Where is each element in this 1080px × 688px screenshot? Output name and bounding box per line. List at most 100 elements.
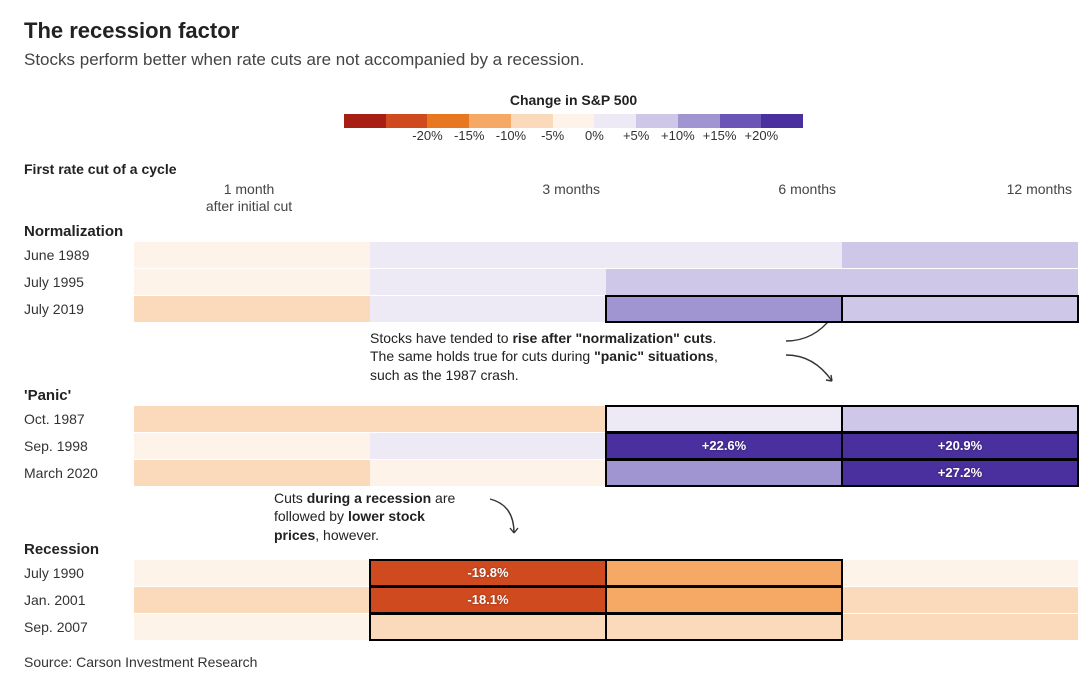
heatmap: 1 monthafter initial cut 3 months 6 mont…	[24, 181, 1056, 640]
legend-tick-labels: -20%-15%-10%-5%0%+5%+10%+15%+20%	[344, 128, 803, 143]
heatmap-cell: -18.1%	[370, 587, 606, 613]
heatmap-cell: -19.8%	[370, 560, 606, 586]
heatmap-cell	[842, 242, 1078, 268]
heatmap-cell	[606, 614, 842, 640]
heatmap-cell	[370, 460, 606, 486]
legend-title: Change in S&P 500	[344, 92, 803, 108]
heatmap-cell	[134, 433, 370, 459]
source-attribution: Source: Carson Investment Research	[24, 654, 1056, 670]
heatmap-cell	[606, 296, 842, 322]
heatmap-cell	[134, 406, 370, 432]
table-row: July 1990 -19.8%	[24, 560, 1056, 586]
legend-swatch	[469, 114, 511, 128]
heatmap-cell	[370, 269, 606, 295]
table-row: July 2019	[24, 296, 1056, 322]
heatmap-cell	[842, 587, 1078, 613]
section-label: 'Panic'	[24, 387, 1056, 404]
legend-swatch	[427, 114, 469, 128]
row-label: Sep. 2007	[24, 614, 134, 640]
section-label: Recession	[24, 541, 1056, 558]
heatmap-cell	[842, 406, 1078, 432]
heatmap-cell	[842, 296, 1078, 322]
legend-swatch	[386, 114, 428, 128]
col-header-6m: 6 months	[606, 181, 842, 217]
cell-value-label: +20.9%	[938, 438, 982, 453]
heatmap-cell	[134, 242, 370, 268]
chart-subtitle: Stocks perform better when rate cuts are…	[24, 50, 1056, 70]
legend-swatches	[344, 114, 803, 128]
legend-tick-label: +10%	[657, 128, 699, 143]
legend-swatch	[761, 114, 803, 128]
legend-swatch	[553, 114, 595, 128]
legend-swatch	[636, 114, 678, 128]
arrow-icon	[784, 351, 844, 389]
row-label: Jan. 2001	[24, 587, 134, 613]
heatmap-cell	[842, 614, 1078, 640]
legend: Change in S&P 500 -20%-15%-10%-5%0%+5%+1…	[344, 92, 1056, 143]
cell-value-label: -19.8%	[467, 565, 508, 580]
heatmap-cell	[134, 269, 370, 295]
annotation-recession: Cuts during a recession arefollowed by l…	[274, 489, 504, 546]
heatmap-cell	[842, 560, 1078, 586]
legend-swatch	[594, 114, 636, 128]
heatmap-cell	[842, 269, 1078, 295]
legend-swatch	[344, 114, 386, 128]
legend-tick-label: -10%	[490, 128, 532, 143]
heatmap-cell	[134, 460, 370, 486]
heatmap-cell: +20.9%	[842, 433, 1078, 459]
heatmap-cell	[606, 242, 842, 268]
row-label: July 1995	[24, 269, 134, 295]
row-label: Sep. 1998	[24, 433, 134, 459]
row-label: June 1989	[24, 242, 134, 268]
cell-value-label: -18.1%	[467, 592, 508, 607]
row-label: July 1990	[24, 560, 134, 586]
col-header-12m: 12 months	[842, 181, 1078, 217]
heatmap-cell: +27.2%	[842, 460, 1078, 486]
legend-tick-label: -5%	[532, 128, 574, 143]
col-header-1m: 1 monthafter initial cut	[134, 181, 370, 217]
table-row: March 2020 +27.2%	[24, 460, 1056, 486]
cell-value-label: +22.6%	[702, 438, 746, 453]
heatmap-cell	[134, 560, 370, 586]
heatmap-cell	[134, 614, 370, 640]
legend-tick-label: -15%	[448, 128, 490, 143]
legend-swatch	[720, 114, 762, 128]
heatmap-cell	[606, 406, 842, 432]
heatmap-cell	[370, 614, 606, 640]
heatmap-cell	[370, 296, 606, 322]
legend-tick-label: +20%	[740, 128, 782, 143]
row-label: March 2020	[24, 460, 134, 486]
heatmap-cell	[134, 296, 370, 322]
table-row: Sep. 2007	[24, 614, 1056, 640]
heatmap-cell	[606, 587, 842, 613]
legend-tick-label: -20%	[407, 128, 449, 143]
table-row: Jan. 2001 -18.1%	[24, 587, 1056, 613]
legend-tick-label: +5%	[615, 128, 657, 143]
heatmap-cell	[134, 587, 370, 613]
legend-swatch	[511, 114, 553, 128]
heatmap-cell: +22.6%	[606, 433, 842, 459]
col-header-3m: 3 months	[370, 181, 606, 217]
table-row: Sep. 1998 +22.6% +20.9%	[24, 433, 1056, 459]
row-label: Oct. 1987	[24, 406, 134, 432]
table-row: Oct. 1987	[24, 406, 1056, 432]
legend-tick-label: 0%	[574, 128, 616, 143]
legend-tick-label	[365, 128, 407, 143]
annotation-normalization: Stocks have tended to rise after "normal…	[370, 329, 790, 386]
section-label: Normalization	[24, 223, 1056, 240]
heatmap-cell	[370, 406, 606, 432]
table-row: July 1995	[24, 269, 1056, 295]
heatmap-cell	[606, 269, 842, 295]
first-rate-cut-label: First rate cut of a cycle	[24, 161, 1056, 177]
table-row: June 1989	[24, 242, 1056, 268]
heatmap-cell	[370, 433, 606, 459]
heatmap-cell	[606, 460, 842, 486]
chart-title: The recession factor	[24, 18, 1056, 44]
legend-tick-label: +15%	[699, 128, 741, 143]
legend-swatch	[678, 114, 720, 128]
heatmap-cell	[606, 560, 842, 586]
column-headers: 1 monthafter initial cut 3 months 6 mont…	[24, 181, 1056, 217]
heatmap-cell	[370, 242, 606, 268]
row-label: July 2019	[24, 296, 134, 322]
cell-value-label: +27.2%	[938, 465, 982, 480]
